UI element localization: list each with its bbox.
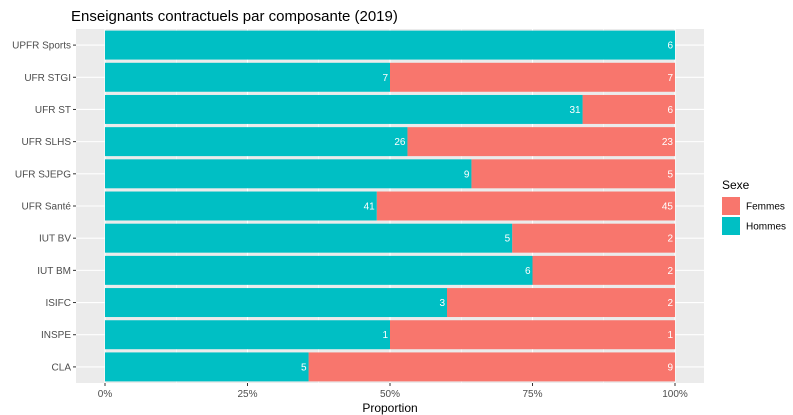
x-tick-label: 75% bbox=[522, 389, 542, 400]
legend: Sexe Femmes Hommes bbox=[722, 178, 786, 235]
x-axis-title: Proportion bbox=[362, 401, 417, 415]
legend-title: Sexe bbox=[722, 178, 750, 192]
bar-label-femmes: 2 bbox=[667, 298, 673, 309]
bar-label-femmes: 6 bbox=[667, 105, 673, 116]
category-label: IUT BM bbox=[37, 266, 71, 277]
x-tick-label: 50% bbox=[380, 389, 400, 400]
bar-hommes bbox=[105, 288, 447, 318]
bar-hommes bbox=[105, 94, 583, 124]
bar-label-hommes: 5 bbox=[301, 362, 307, 373]
category-label: ISIFC bbox=[45, 298, 71, 309]
category-label: UFR STGI bbox=[24, 73, 71, 84]
bar-labels: 67 731 626 239 541 455 26 23 21 15 9 bbox=[301, 41, 673, 374]
bar-hommes bbox=[105, 127, 408, 157]
bar-label-hommes: 9 bbox=[464, 169, 470, 180]
bar-femmes bbox=[390, 62, 675, 92]
bar-label-hommes: 31 bbox=[569, 105, 581, 116]
category-label: UFR Santé bbox=[22, 202, 72, 213]
bar-hommes bbox=[105, 255, 533, 285]
bar-femmes bbox=[447, 288, 675, 318]
bar-femmes bbox=[390, 320, 675, 350]
x-tick-label: 0% bbox=[98, 389, 113, 400]
bar-femmes bbox=[376, 191, 675, 221]
bar-femmes bbox=[532, 255, 675, 285]
category-label: UFR ST bbox=[35, 105, 71, 116]
bar-femmes bbox=[582, 94, 675, 124]
category-label: INSPE bbox=[41, 330, 71, 341]
category-label: IUT BV bbox=[39, 234, 71, 245]
bar-femmes bbox=[471, 159, 675, 189]
bars bbox=[105, 30, 675, 382]
bar-label-hommes: 1 bbox=[382, 330, 388, 341]
legend-key-hommes bbox=[722, 217, 740, 235]
bar-label-hommes: 41 bbox=[364, 202, 376, 213]
legend-key-femmes bbox=[722, 197, 740, 215]
bar-hommes bbox=[105, 30, 675, 60]
x-tick-label: 25% bbox=[237, 389, 257, 400]
category-label: CLA bbox=[52, 362, 72, 373]
legend-label-femmes: Femmes bbox=[746, 202, 785, 213]
category-axis: UPFR Sports UFR STGI UFR ST UFR SLHS UFR SJE… bbox=[12, 41, 76, 373]
bar-femmes bbox=[407, 127, 675, 157]
bar-label-hommes: 26 bbox=[394, 137, 406, 148]
bar-label-femmes: 1 bbox=[667, 330, 673, 341]
bar-femmes bbox=[308, 352, 675, 382]
bar-label-femmes: 45 bbox=[662, 202, 674, 213]
bar-hommes bbox=[105, 62, 390, 92]
bar-label-hommes: 3 bbox=[439, 298, 445, 309]
bar-label-hommes: 6 bbox=[525, 266, 531, 277]
category-label: UFR SJEPG bbox=[15, 169, 71, 180]
bar-label-femmes: 2 bbox=[667, 266, 673, 277]
bar-label-femmes: 9 bbox=[667, 362, 673, 373]
x-axis: 0% 25% 50% 75% 100% bbox=[98, 383, 688, 400]
bar-label-hommes: 5 bbox=[505, 234, 511, 245]
bar-label-femmes: 7 bbox=[667, 73, 673, 84]
bar-label-femmes: 5 bbox=[667, 169, 673, 180]
x-tick-label: 100% bbox=[662, 389, 688, 400]
category-label: UFR SLHS bbox=[22, 137, 72, 148]
bar-label-femmes: 6 bbox=[667, 41, 673, 52]
bar-hommes bbox=[105, 352, 309, 382]
bar-hommes bbox=[105, 191, 377, 221]
legend-label-hommes: Hommes bbox=[746, 222, 786, 233]
bar-hommes bbox=[105, 320, 390, 350]
bar-hommes bbox=[105, 223, 513, 253]
bar-femmes bbox=[512, 223, 675, 253]
bar-label-femmes: 23 bbox=[662, 137, 674, 148]
category-label: UPFR Sports bbox=[12, 41, 71, 52]
bar-label-hommes: 7 bbox=[382, 73, 388, 84]
bar-label-femmes: 2 bbox=[667, 234, 673, 245]
bar-hommes bbox=[105, 159, 472, 189]
chart-title: Enseignants contractuels par composante … bbox=[71, 8, 398, 25]
